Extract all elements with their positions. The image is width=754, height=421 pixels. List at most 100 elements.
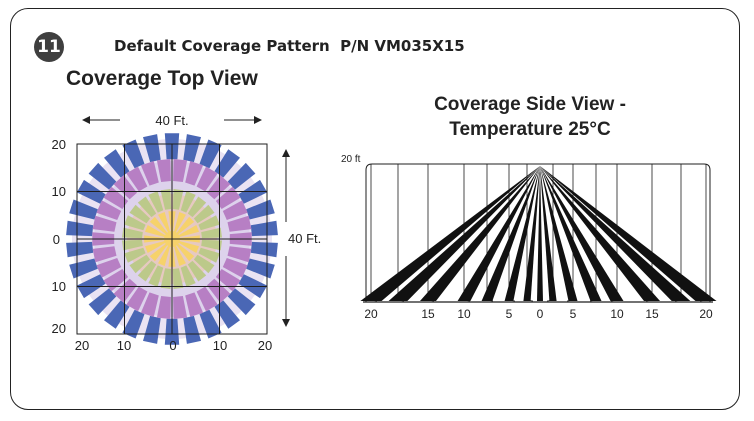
x-tick-label: 20 [258,338,272,353]
middle-zone-segment [124,247,146,263]
outer-zone-segment [183,315,201,344]
second-zone-segment [215,269,241,292]
side-x-tick-label: 10 [457,307,471,321]
range-line [427,164,435,302]
inner-zone-segment [174,216,195,237]
inner-zone-segment [175,240,199,253]
outer-zone-segment [122,139,145,169]
second-zone-segment [196,166,218,192]
middle-zone-segment [172,189,184,210]
middle-zone-segment [172,268,184,289]
detection-beam [420,166,540,301]
second-zone-segment [103,186,129,209]
side-view-frame [363,163,713,303]
outer-zone-segment [250,220,278,237]
inner-zone-segment [145,225,169,238]
outer-zone-segment [199,139,222,169]
second-zone-segment [140,161,159,186]
side-view-diagram: 20 ft 20 15 10 5 0 5 10 15 20 [341,154,717,321]
outer-zone-segment [122,309,145,339]
middle-zone-segment [122,239,143,251]
second-zone-segment [227,215,252,232]
middle-zone-segment [148,191,164,213]
second-zone-segment [196,286,218,312]
middle-zone-segment [137,260,157,282]
middle-zone-segment [201,239,222,251]
outer-zone-segment [66,241,94,258]
second-zone-segment [103,269,129,292]
outer-zone-segment [88,162,117,190]
detection-beam [481,166,540,301]
outer-zone-segment [227,162,256,190]
top-view-grid [76,143,268,335]
middle-zone-segment [148,265,164,287]
y-tick-label: 20 [52,321,66,336]
middle-zone-segment [137,196,157,218]
second-zone-segment [113,278,137,303]
y-tick-label: 10 [52,184,66,199]
x-tick-label: 10 [117,338,131,353]
middle-zone-segment [129,254,151,274]
middle-zone-segment [198,215,220,231]
detection-beam [540,166,660,301]
page-title: Default Coverage Pattern P/N VM035X15 [114,37,465,55]
step-panel [10,8,740,410]
outer-zone-segment [143,134,161,163]
middle-zone-segment [198,247,220,263]
height-label: 40 Ft. [288,231,321,246]
second-zone-segment [156,159,171,182]
outer-zone-segment [214,300,240,329]
middle-zone-segment [160,189,172,210]
second-zone-segment [215,186,241,209]
range-line [699,164,707,302]
second-zone-segment [113,175,137,200]
second-zone-segment [185,292,204,317]
outer-zone-segment [69,258,98,279]
side-view-title-line1: Coverage Side View - [434,94,626,115]
middle-zone-segment [193,204,215,224]
side-view-title-line2: Temperature 25°C [449,119,611,140]
outer-zone-segment [250,241,278,258]
x-tick-label: 10 [213,338,227,353]
second-zone-segment [207,278,231,303]
detection-beam [540,166,691,301]
middle-zone-segment [187,196,207,218]
x-tick-label: 0 [169,338,176,353]
middle-zone-segment [187,260,207,282]
outer-zone-segment [69,199,98,220]
second-zone-segment [227,246,252,263]
outer-zone-segment [104,149,130,178]
outer-zone-segment [246,199,275,220]
second-zone-segment [96,200,122,220]
top-view-title: Coverage Top View [66,67,258,90]
side-x-tick-label: 20 [699,307,713,321]
inner-zone-segment [149,216,170,237]
second-zone-segment [126,286,148,312]
second-zone-segment [185,161,204,186]
inner-zone-segment [174,241,195,262]
outer-zone-segment [143,315,161,344]
side-x-tick-label: 10 [610,307,624,321]
outer-zone-segment [246,258,275,279]
second-zone-segment [173,296,188,319]
second-zone-segment [92,246,117,263]
outer-zone-segment [88,288,117,316]
inner-zone-segment [158,212,171,236]
y-tick-label: 10 [52,279,66,294]
detection-beam [540,166,578,301]
outer-zone-segment [214,149,240,178]
outer-zone-segment [199,309,222,339]
y-tick-label: 20 [52,137,66,152]
side-x-tick-label: 20 [364,307,378,321]
second-zone-segment [140,292,159,317]
width-label: 40 Ft. [155,113,188,128]
y-tick-label: 0 [53,232,60,247]
detection-beam [540,166,602,301]
second-zone-segment [207,175,231,200]
outer-zone-segment [66,220,94,237]
outer-zone-segment [183,134,201,163]
outer-zone-segment [227,288,256,316]
detection-beam [388,166,540,301]
outer-zone-segment [104,300,130,329]
